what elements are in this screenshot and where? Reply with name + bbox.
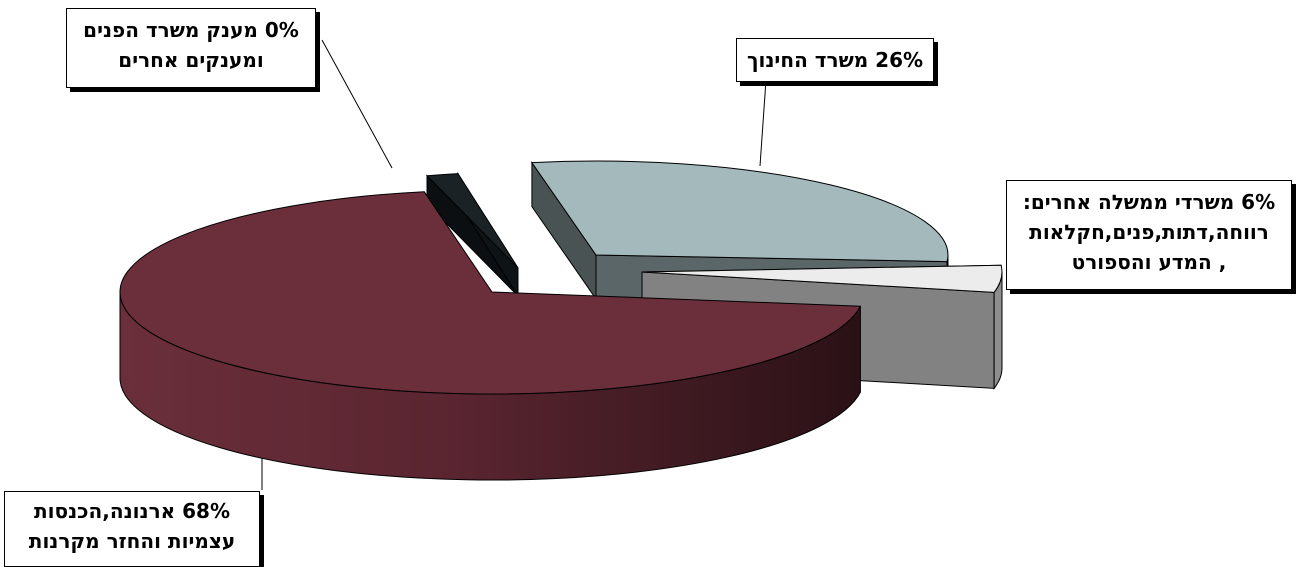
data-label-line: 68% ארנונה,הכנסות — [33, 499, 231, 523]
data-label-other-ministries: 6% משרדי ממשלה אחרים: רווחה,דתות,פנים,חק… — [1006, 180, 1292, 290]
data-label-interior-grants: 0% מענק משרד הפנים ומענקים אחרים — [66, 8, 316, 88]
data-label-line: ומענקים אחרים — [118, 48, 264, 72]
data-label-line: , המדע והספורט — [1071, 250, 1227, 274]
data-label-education: 26% משרד החינוך — [736, 38, 934, 82]
data-label-municipal-revenue: 68% ארנונה,הכנסות עצמיות והחזר מקרנות — [4, 491, 260, 567]
pie-slice-municipal-revenue — [119, 191, 862, 481]
leader-line-interior — [321, 39, 393, 169]
leader-line-education — [759, 79, 767, 167]
pie-slice-interior-grants — [425, 171, 519, 298]
data-label-line: 26% משרד החינוך — [746, 48, 924, 72]
data-label-line: 0% מענק משרד הפנים — [83, 18, 299, 42]
data-label-line: 6% משרדי ממשלה אחרים: — [1022, 190, 1276, 214]
data-label-line: עצמיות והחזר מקרנות — [28, 529, 236, 553]
data-label-line: רווחה,דתות,פנים,חקלאות — [1029, 220, 1269, 244]
